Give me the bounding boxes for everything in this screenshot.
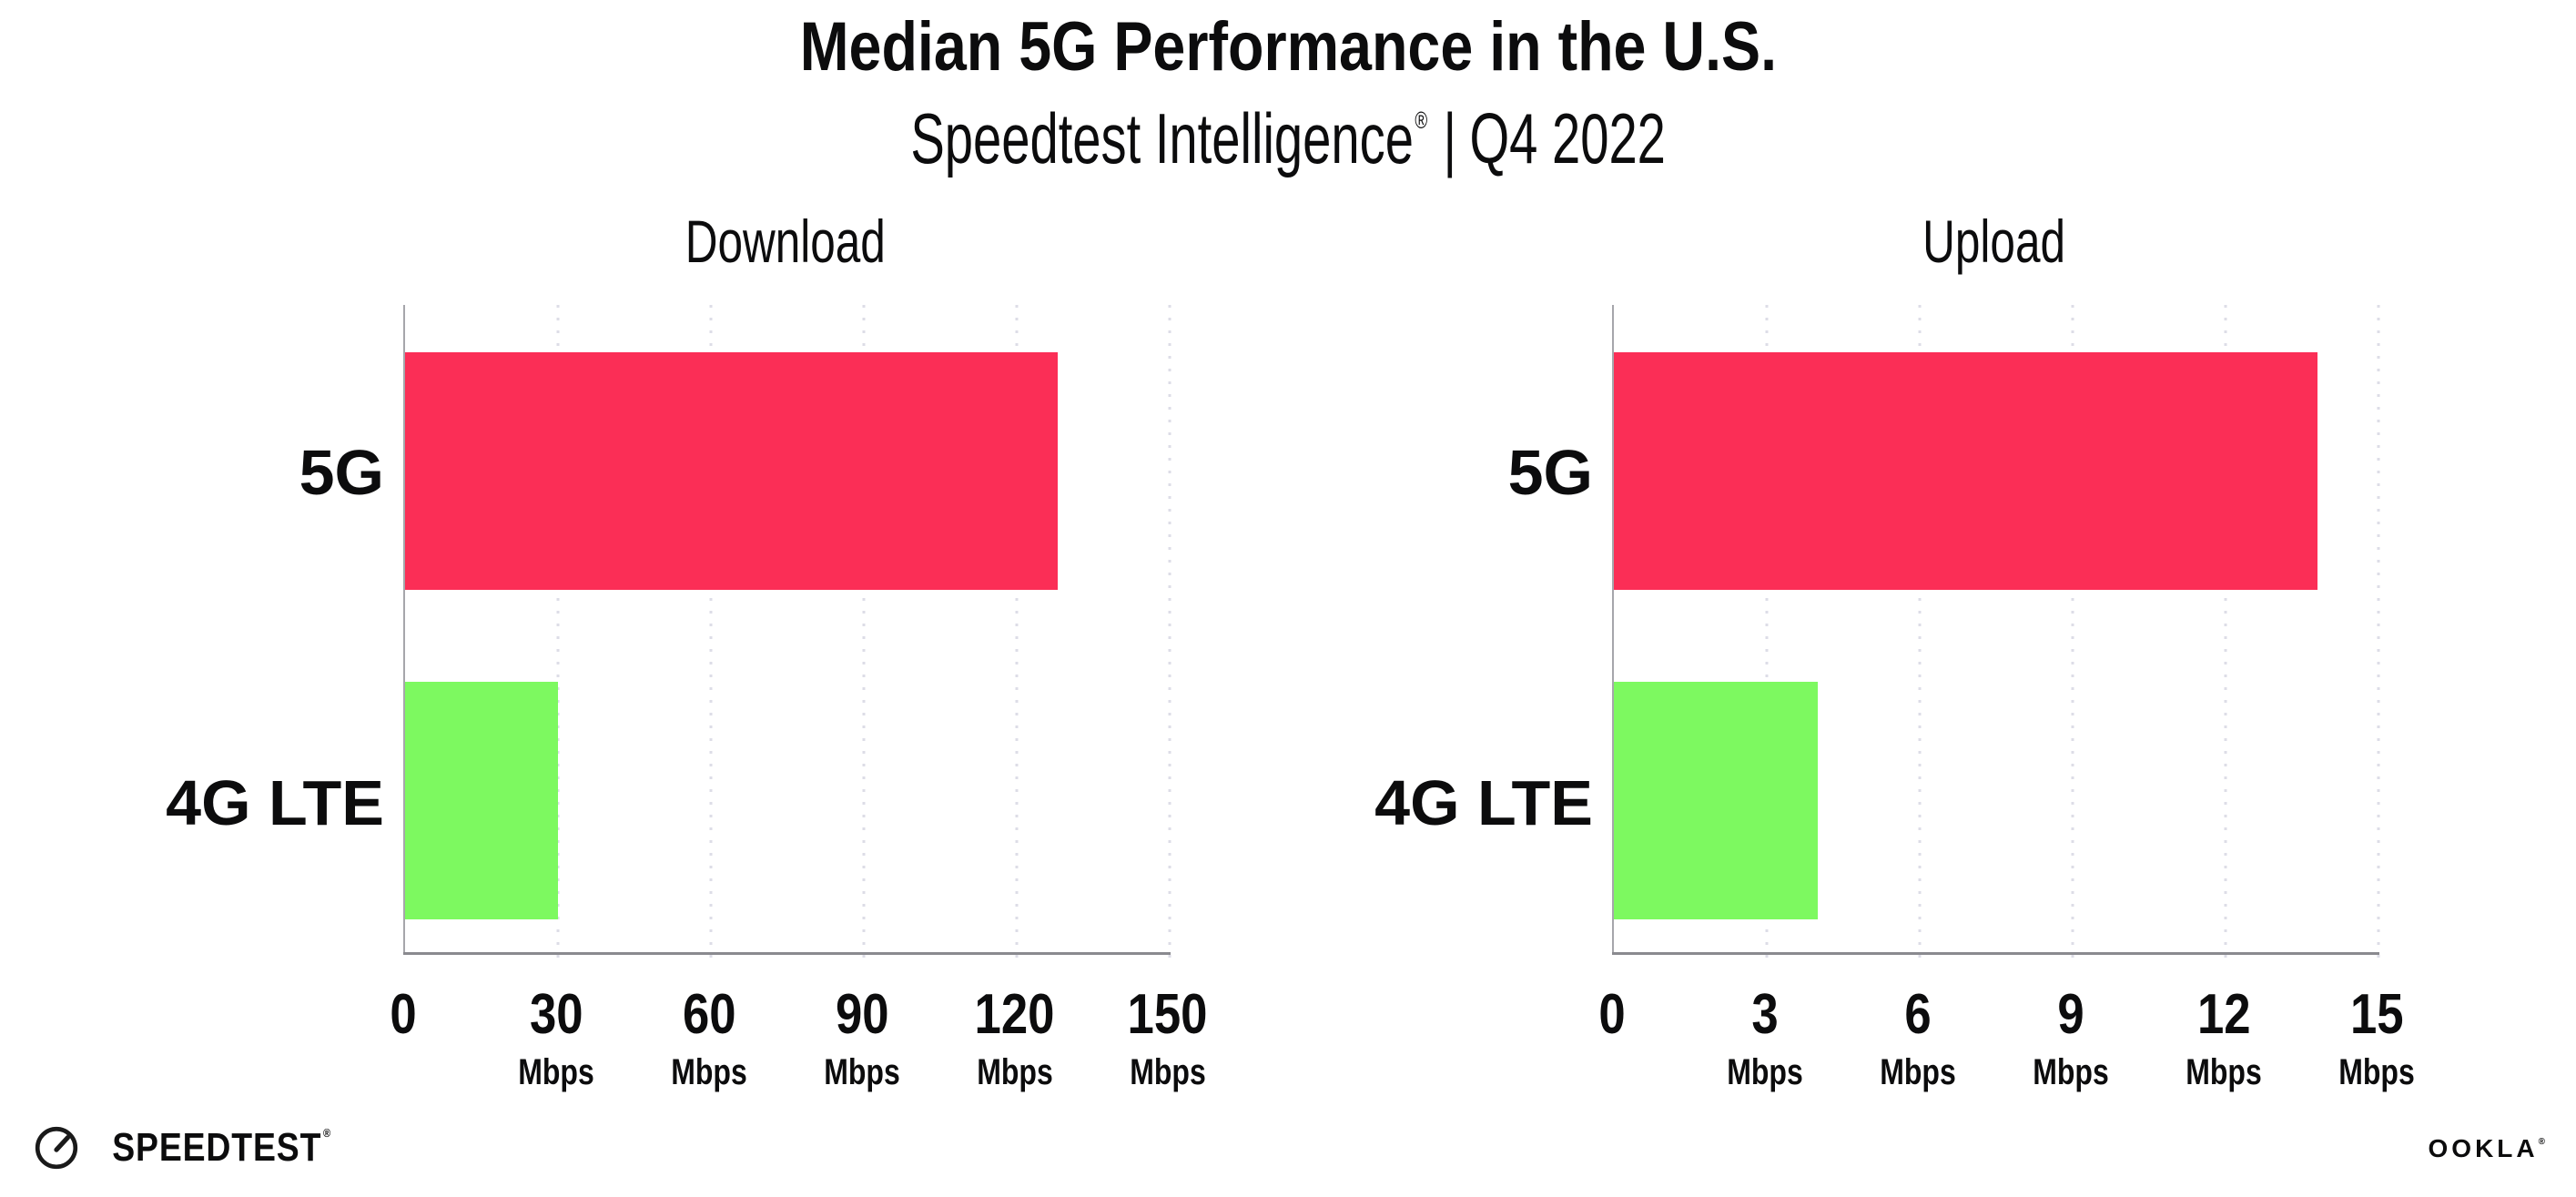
download-chart-title: Download [685, 208, 887, 275]
x-axis: 0 30 Mbps 60 Mbps 90 Mbps 120 Mbps 150 Mbps [390, 974, 1208, 1101]
page-title-text: Median 5G Performance in the U.S. [799, 8, 1777, 86]
gridline [2377, 305, 2380, 967]
plot-area [1612, 305, 2380, 967]
x-tick-unit: Mbps [2338, 1052, 2415, 1092]
x-tick-label: 90 Mbps [815, 974, 909, 1092]
x-tick-value: 3 [1751, 983, 1779, 1046]
x-tick-unit: Mbps [1727, 1052, 1803, 1092]
page-subtitle: Speedtest Intelligence® | Q4 2022 [0, 101, 2576, 177]
x-tick-label: 0 [1597, 974, 1628, 1043]
subtitle-period: Q4 2022 [1469, 98, 1666, 178]
bar-4g-lte [1614, 682, 1818, 920]
x-tick-unit: Mbps [2033, 1052, 2109, 1092]
x-tick-value: 120 [975, 983, 1055, 1046]
bar-5g [1614, 352, 2317, 590]
subtitle-separator: | [1443, 98, 1456, 178]
x-tick-label: 150 Mbps [1121, 974, 1215, 1092]
x-axis: 0 3 Mbps 6 Mbps 9 Mbps 12 Mbps 15 Mbps [1598, 974, 2414, 1101]
x-tick-label: 120 Mbps [968, 974, 1062, 1092]
x-tick-value: 15 [2349, 983, 2404, 1046]
x-tick-value: 12 [2196, 983, 2251, 1046]
x-tick-label: 6 Mbps [1871, 974, 1965, 1092]
bar-5g [405, 352, 1058, 590]
gridline [1168, 305, 1171, 967]
x-tick-value: 0 [1598, 983, 1626, 1046]
upload-chart: Upload 0 3 Mbps 6 Mbps 9 Mbps 12 Mbps 15 Mbps 5G 4G… [1227, 173, 2447, 1092]
gridline [1015, 305, 1019, 967]
x-tick-value: 60 [682, 983, 736, 1046]
x-tick-label: 0 [388, 974, 419, 1043]
x-tick-label: 15 Mbps [2329, 974, 2424, 1092]
gridline [2224, 305, 2227, 967]
gridline [862, 305, 866, 967]
upload-chart-title: Upload [1922, 208, 2066, 275]
y-category-label: 5G [1507, 437, 1593, 508]
x-tick-unit: Mbps [977, 1052, 1053, 1092]
x-tick-value: 90 [835, 983, 889, 1046]
y-category-label: 4G LTE [1374, 767, 1593, 838]
x-tick-label: 3 Mbps [1718, 974, 1812, 1092]
x-tick-unit: Mbps [2186, 1052, 2262, 1092]
registered-mark: ® [1415, 107, 1428, 134]
x-tick-label: 12 Mbps [2176, 974, 2271, 1092]
gridline [709, 305, 713, 967]
x-tick-label: 9 Mbps [2023, 974, 2118, 1092]
plot-area [403, 305, 1171, 967]
registered-mark: ® [2538, 1137, 2545, 1147]
speedtest-wordmark: SPEEDTEST ® [112, 1124, 331, 1170]
speedtest-gauge-icon [35, 1126, 78, 1170]
y-category-label: 5G [299, 437, 384, 508]
x-tick-unit: Mbps [1130, 1052, 1206, 1092]
x-tick-unit: Mbps [824, 1052, 900, 1092]
bar-4g-lte [405, 682, 558, 920]
x-tick-value: 0 [390, 983, 417, 1046]
x-tick-label: 30 Mbps [509, 974, 603, 1092]
x-tick-value: 150 [1128, 983, 1208, 1046]
x-tick-unit: Mbps [1880, 1052, 1956, 1092]
gridline [556, 305, 560, 967]
x-tick-value: 6 [1904, 983, 1932, 1046]
gridline [2071, 305, 2074, 967]
x-tick-value: 30 [529, 983, 583, 1046]
subtitle-brand: Speedtest Intelligence [910, 98, 1414, 178]
x-tick-unit: Mbps [518, 1052, 594, 1092]
download-chart: Download 0 30 Mbps 60 Mbps 90 Mbps 120 Mbps 150 Mb… [18, 173, 1238, 1092]
gridline [1918, 305, 1922, 967]
speedtest-logo: SPEEDTEST ® [33, 1123, 350, 1171]
registered-mark: ® [322, 1125, 331, 1140]
x-tick-unit: Mbps [671, 1052, 747, 1092]
x-tick-value: 9 [2057, 983, 2084, 1046]
y-category-label: 4G LTE [166, 767, 384, 838]
gridline [1765, 305, 1769, 967]
x-tick-label: 60 Mbps [662, 974, 756, 1092]
ookla-wordmark: OOKLA® [2428, 1134, 2545, 1162]
page-title: Median 5G Performance in the U.S. [0, 11, 2576, 84]
